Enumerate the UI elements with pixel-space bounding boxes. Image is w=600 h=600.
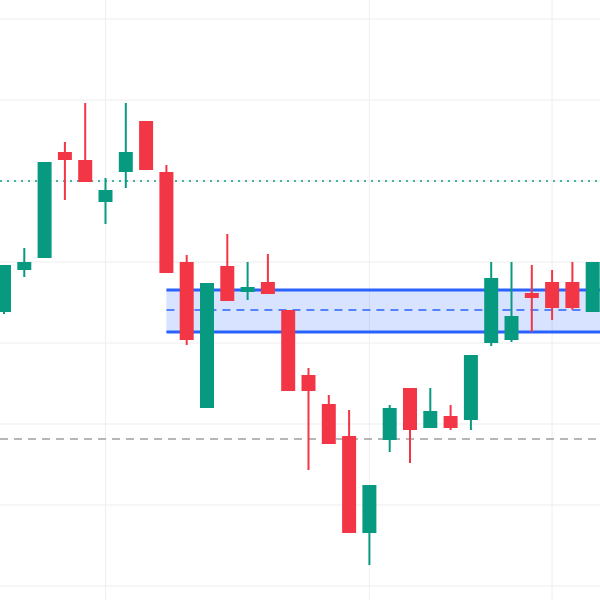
candle-body [403,388,417,430]
candle-body [37,162,52,258]
candle-body [585,262,600,312]
candle-body [281,310,296,391]
candle-body [179,262,194,340]
candle-body [545,282,560,308]
candle-body [17,262,32,270]
candle-body [342,436,357,533]
candle-body [0,265,11,312]
candle-body [159,172,174,273]
candle-body [139,121,154,170]
candle-body [240,287,255,292]
candle-body [443,416,458,428]
candle-body [565,282,580,308]
candle-body [423,411,438,428]
candle-body [200,283,214,408]
candle-body [524,293,539,298]
candle-body [98,190,113,202]
candle-body [260,282,275,294]
candle-body [382,408,397,440]
candle-body [78,160,93,182]
candle-body [463,355,478,420]
candle-body [118,152,133,172]
candle-body [57,152,72,160]
candle-body [484,278,499,343]
candle-body [220,266,235,301]
candle-body [362,485,377,533]
candle-body [301,375,316,391]
candle-body [321,404,336,444]
candle-body [504,316,519,340]
